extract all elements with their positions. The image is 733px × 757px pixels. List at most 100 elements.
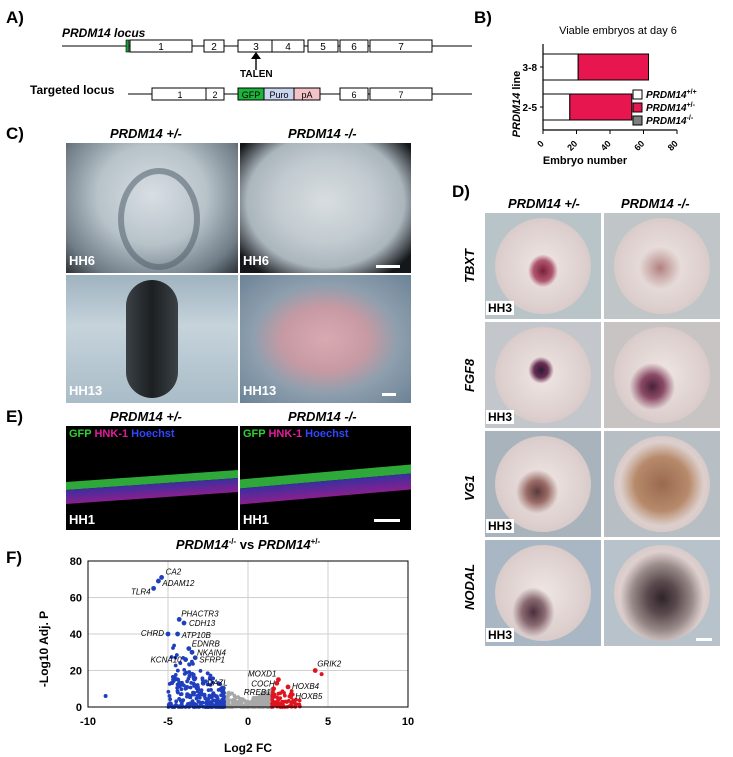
embryo-disc	[614, 218, 710, 314]
title-gene-b: PRDM14	[258, 537, 312, 552]
down-point	[182, 668, 187, 672]
down-point	[197, 695, 202, 700]
c-ko-hh13-image: HH13	[240, 275, 411, 403]
up-point	[271, 699, 275, 704]
d-in-situ-image	[604, 322, 720, 428]
ytick-label: 80	[70, 556, 82, 568]
chart-b-legend: PRDM14+/+PRDM14+/-PRDM14-/-	[632, 89, 697, 127]
volcano-grid	[87, 560, 409, 708]
down-point	[179, 692, 184, 696]
labeled-gene-point	[183, 657, 189, 662]
ns-point	[261, 695, 266, 700]
e-stage-tag: HH1	[69, 512, 96, 527]
down-point	[174, 703, 178, 707]
down-point	[187, 674, 192, 679]
ytick-label: 40	[70, 629, 82, 641]
down-point	[197, 700, 202, 705]
exon-label: 5	[320, 42, 326, 53]
up-point	[282, 693, 287, 698]
down-point	[178, 704, 183, 709]
panel-c-label: C)	[6, 124, 24, 143]
embryo-disc	[495, 327, 591, 423]
d-in-situ-image: HH3	[485, 322, 601, 428]
down-point	[168, 697, 173, 702]
gene-locus-diagram: 1 2 3 4 5 6 7 1 2 GFP Puro pA 6 7	[62, 39, 472, 101]
down-point	[178, 661, 183, 665]
exon-label: 6	[351, 42, 357, 53]
gene-label: ATP10B	[181, 631, 212, 640]
c-het-hh6-image: HH6	[66, 143, 238, 273]
labeled-gene-point	[271, 686, 276, 692]
panel-e-label: E)	[6, 407, 23, 426]
c-stage-tag: HH13	[69, 383, 103, 398]
labeled-gene-point	[276, 677, 281, 683]
ns-point	[264, 695, 269, 699]
d-gene-label: NODAL	[462, 563, 477, 610]
down-point	[191, 675, 196, 680]
down-point	[187, 695, 192, 700]
ns-point	[252, 697, 257, 702]
down-point	[180, 680, 184, 685]
embryo-disc	[614, 327, 710, 423]
down-point	[213, 698, 218, 703]
up-point	[280, 700, 285, 705]
down-point	[194, 696, 199, 701]
targeted-exon-label: Puro	[269, 90, 288, 100]
down-point	[198, 669, 203, 673]
down-point	[181, 698, 186, 703]
down-point	[197, 691, 202, 696]
e-ko-image: GFP HNK-1 Hoechst HH1	[240, 426, 411, 530]
down-point	[166, 702, 171, 707]
d-gene-label: FGF8	[462, 358, 477, 392]
labeled-gene-point	[285, 684, 291, 690]
down-point	[173, 672, 178, 677]
gene-label: CA2	[166, 567, 182, 576]
exon-label: 2	[211, 42, 217, 53]
ns-point	[256, 698, 261, 703]
down-point	[169, 681, 174, 685]
d-col-het: PRDM14 +/-	[508, 196, 580, 211]
ns-point	[241, 697, 245, 702]
down-point	[195, 686, 200, 690]
legend-swatch	[632, 102, 643, 113]
down-point	[187, 701, 192, 706]
gene-label: DAZL	[207, 678, 227, 687]
down-point	[192, 701, 197, 706]
exon-start-marker	[125, 39, 130, 53]
down-point	[216, 688, 221, 692]
gene-label: NKAIN4	[197, 648, 226, 657]
down-point	[177, 680, 182, 685]
d-stage-tag: HH3	[486, 301, 515, 315]
targeted-exons: 1 2 GFP Puro pA 6 7	[151, 87, 433, 101]
gene-label: KCNA10	[150, 656, 182, 665]
viable-embryos-chart: Viable embryos at day 6 PRDM14 line 3-8 2…	[511, 25, 697, 167]
chart-b-title: Viable embryos at day 6	[559, 25, 677, 37]
gene-label: MOXD1	[248, 670, 276, 679]
down-point	[208, 676, 213, 681]
down-point	[188, 685, 193, 690]
gene-label: GRIK2	[317, 660, 342, 669]
labeled-gene-point	[159, 575, 164, 580]
down-point	[187, 662, 192, 667]
scale-bar	[374, 519, 400, 522]
labeled-gene-point	[181, 620, 187, 626]
down-point	[202, 694, 207, 699]
labeled-gene-point	[274, 680, 280, 686]
down-point	[208, 673, 213, 678]
d-gene-label: VG1	[462, 474, 477, 501]
down-point	[200, 677, 205, 682]
down-point	[185, 694, 189, 699]
volcano-ylabel: -Log10 Adj. P	[37, 611, 51, 687]
down-point	[205, 671, 210, 676]
e-stain-legend: GFP HNK-1 Hoechst	[243, 428, 349, 440]
exon-label: 3	[253, 42, 259, 53]
title-vs: vs	[236, 537, 258, 552]
down-point	[185, 679, 190, 684]
d-col-ko: PRDM14 -/-	[621, 196, 690, 211]
down-point	[175, 668, 180, 673]
bar-segment	[542, 53, 579, 81]
ns-point	[231, 701, 235, 705]
up-point	[278, 691, 283, 696]
down-point	[209, 695, 214, 700]
